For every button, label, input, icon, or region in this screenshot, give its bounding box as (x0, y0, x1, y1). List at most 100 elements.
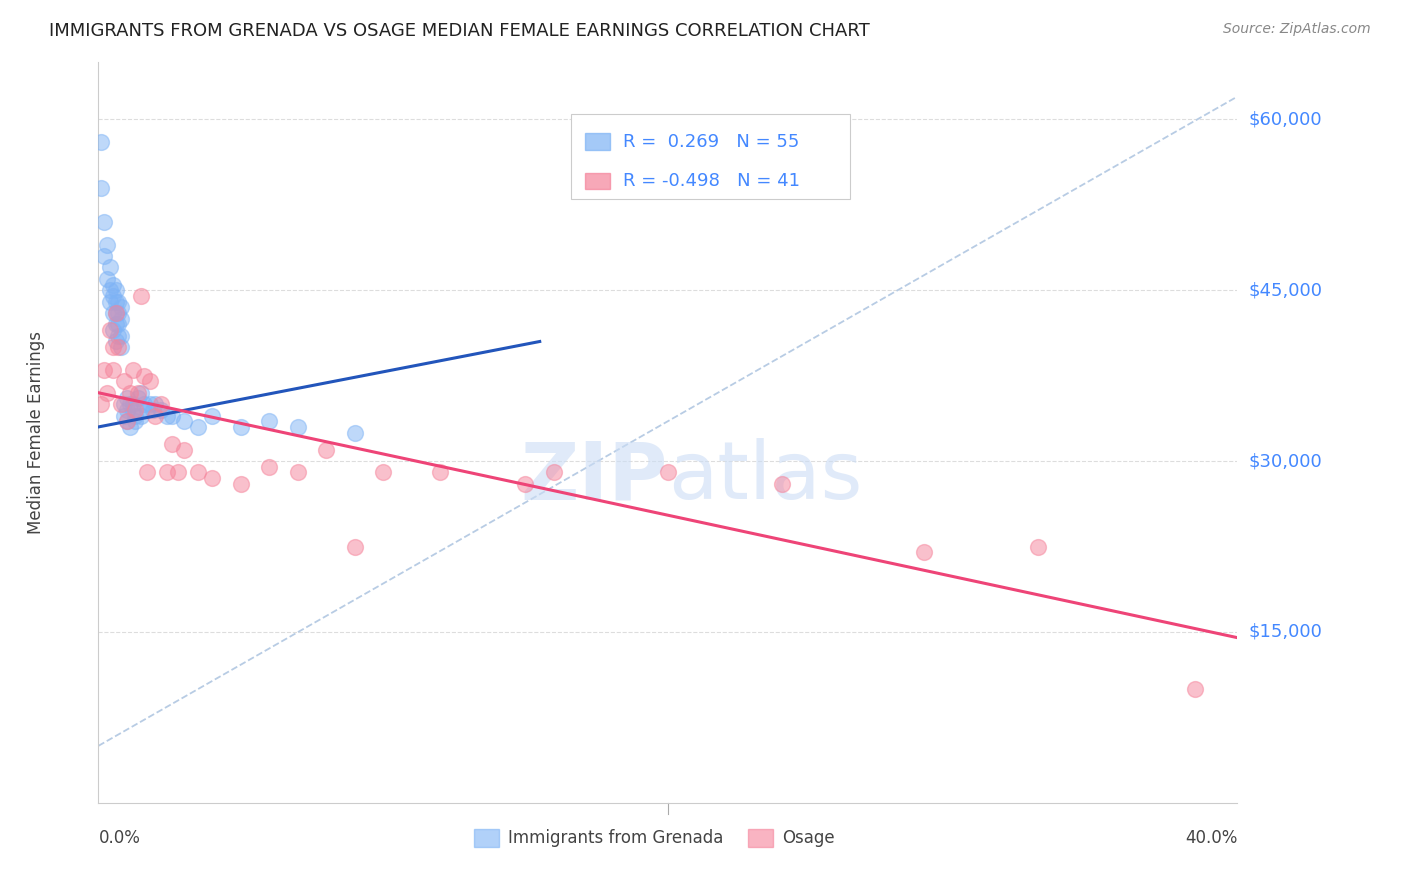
Point (121, 363, 143, 377)
Point (115, 414, 138, 428)
Point (770, 476, 793, 491)
Point (107, 294, 129, 309)
Point (145, 409, 167, 423)
Point (187, 466, 209, 480)
Point (101, 323, 124, 337)
Bar (585, 134, 610, 150)
Point (129, 385, 152, 400)
FancyBboxPatch shape (571, 114, 851, 200)
Text: IMMIGRANTS FROM GRENADA VS OSAGE MEDIAN FEMALE EARNINGS CORRELATION CHART: IMMIGRANTS FROM GRENADA VS OSAGE MEDIAN … (49, 22, 870, 40)
Point (156, 409, 179, 423)
Point (98, 294, 121, 309)
Point (912, 545, 935, 559)
Point (101, 340, 124, 354)
Point (135, 466, 157, 480)
Text: $15,000: $15,000 (1249, 623, 1322, 641)
Point (1184, 681, 1206, 696)
Point (229, 476, 252, 491)
Point (107, 318, 129, 332)
Point (101, 363, 124, 377)
Text: $60,000: $60,000 (1249, 111, 1322, 128)
Point (287, 420, 309, 434)
Point (187, 420, 209, 434)
Text: $45,000: $45,000 (1249, 281, 1323, 299)
Text: Immigrants from Grenada: Immigrants from Grenada (509, 829, 724, 847)
Point (110, 311, 132, 326)
Point (118, 385, 141, 400)
Point (129, 409, 152, 423)
Point (201, 409, 224, 423)
Point (98, 283, 121, 297)
Point (156, 466, 179, 480)
Point (110, 301, 132, 315)
Point (90, 180, 112, 194)
Point (115, 402, 138, 417)
Text: R = -0.498   N = 41: R = -0.498 N = 41 (623, 171, 800, 190)
Point (1026, 540, 1049, 554)
Point (173, 414, 195, 428)
Point (101, 289, 124, 303)
Point (110, 397, 132, 411)
Point (104, 283, 127, 297)
Point (150, 402, 173, 417)
Point (115, 414, 138, 428)
Point (167, 466, 190, 480)
Point (343, 540, 366, 554)
Point (127, 392, 149, 406)
Text: atlas: atlas (668, 438, 862, 516)
Point (229, 420, 252, 434)
Point (118, 420, 141, 434)
Point (259, 459, 281, 474)
Point (429, 466, 451, 480)
Point (121, 402, 143, 417)
Point (201, 471, 224, 485)
Point (101, 306, 124, 320)
Point (101, 277, 124, 292)
Text: $30,000: $30,000 (1249, 452, 1322, 470)
Point (110, 328, 132, 343)
Text: Source: ZipAtlas.com: Source: ZipAtlas.com (1223, 22, 1371, 37)
Point (93, 363, 115, 377)
Point (162, 437, 184, 451)
Point (107, 306, 129, 320)
Point (90, 135, 112, 149)
Point (150, 397, 173, 411)
Point (96, 385, 118, 400)
Bar (585, 172, 610, 189)
Point (135, 402, 157, 417)
Text: ZIP: ZIP (520, 438, 668, 516)
Text: Osage: Osage (782, 829, 834, 847)
Point (124, 414, 146, 428)
Point (112, 375, 135, 389)
Point (121, 397, 143, 411)
Point (104, 306, 127, 320)
Point (104, 306, 127, 320)
Point (373, 466, 395, 480)
Point (124, 409, 146, 423)
Point (104, 318, 127, 332)
Point (115, 392, 138, 406)
Point (315, 442, 337, 457)
Point (543, 466, 565, 480)
Point (145, 397, 167, 411)
Point (96, 272, 118, 286)
Text: R =  0.269   N = 55: R = 0.269 N = 55 (623, 133, 800, 151)
Point (515, 476, 537, 491)
Point (96, 237, 118, 252)
Text: Median Female Earnings: Median Female Earnings (27, 331, 45, 534)
Text: 40.0%: 40.0% (1185, 829, 1237, 847)
Point (107, 328, 129, 343)
Bar (748, 829, 773, 847)
Point (287, 466, 309, 480)
Point (93, 215, 115, 229)
Point (343, 425, 366, 440)
Point (162, 409, 184, 423)
Point (107, 340, 129, 354)
Point (93, 249, 115, 263)
Point (141, 402, 163, 417)
Point (112, 397, 135, 411)
Point (90, 397, 112, 411)
Bar (474, 829, 499, 847)
Point (104, 294, 127, 309)
Point (127, 385, 149, 400)
